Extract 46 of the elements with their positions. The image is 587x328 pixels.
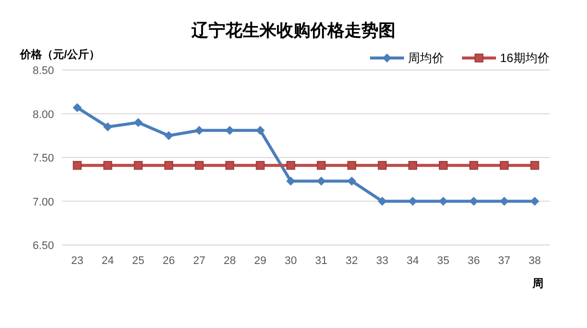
y-tick-label: 8.50	[32, 65, 54, 77]
point	[256, 160, 265, 170]
point	[408, 160, 418, 170]
point	[530, 160, 540, 170]
x-tick-label: 25	[132, 255, 144, 267]
point	[134, 160, 143, 170]
point	[347, 160, 356, 170]
legend-label: 16期均价	[500, 51, 550, 65]
legend-label: 周均价	[408, 51, 444, 65]
x-tick-label: 30	[284, 255, 297, 267]
x-tick-label: 38	[528, 255, 541, 267]
point	[103, 160, 112, 170]
point	[72, 160, 82, 170]
x-tick-label: 33	[376, 255, 388, 267]
point	[164, 160, 174, 170]
x-tick-label: 35	[437, 255, 450, 267]
x-tick-label: 31	[315, 255, 328, 267]
point	[194, 160, 204, 170]
x-tick-label: 28	[224, 255, 236, 267]
y-tick-label: 7.50	[32, 152, 54, 164]
point	[72, 103, 82, 112]
x-tick-label: 34	[406, 255, 419, 267]
point	[286, 160, 296, 170]
point	[438, 160, 448, 170]
y-tick-label: 6.50	[32, 240, 54, 252]
y-tick-label: 7.00	[32, 196, 54, 208]
x-tick-label: 23	[71, 255, 84, 267]
x-tick-label: 26	[162, 255, 175, 267]
x-tick-label: 36	[468, 255, 480, 267]
point	[225, 160, 234, 170]
point	[164, 131, 174, 140]
chart-title: 辽宁花生米收购价格走势图	[190, 21, 396, 40]
y-axis-title: 价格（元/公斤）	[19, 48, 100, 61]
point	[103, 122, 112, 132]
point	[378, 160, 387, 170]
point	[469, 160, 478, 170]
x-tick-label: 27	[193, 255, 206, 267]
x-tick-label: 29	[254, 255, 266, 267]
y-tick-label: 8.00	[32, 108, 54, 121]
x-tick-label: 32	[346, 255, 358, 267]
point	[316, 160, 326, 170]
x-tick-label: 24	[102, 255, 114, 267]
point	[500, 160, 509, 170]
x-tick-label: 37	[498, 255, 510, 267]
point	[134, 118, 143, 127]
x-axis-title: 周	[532, 278, 544, 290]
